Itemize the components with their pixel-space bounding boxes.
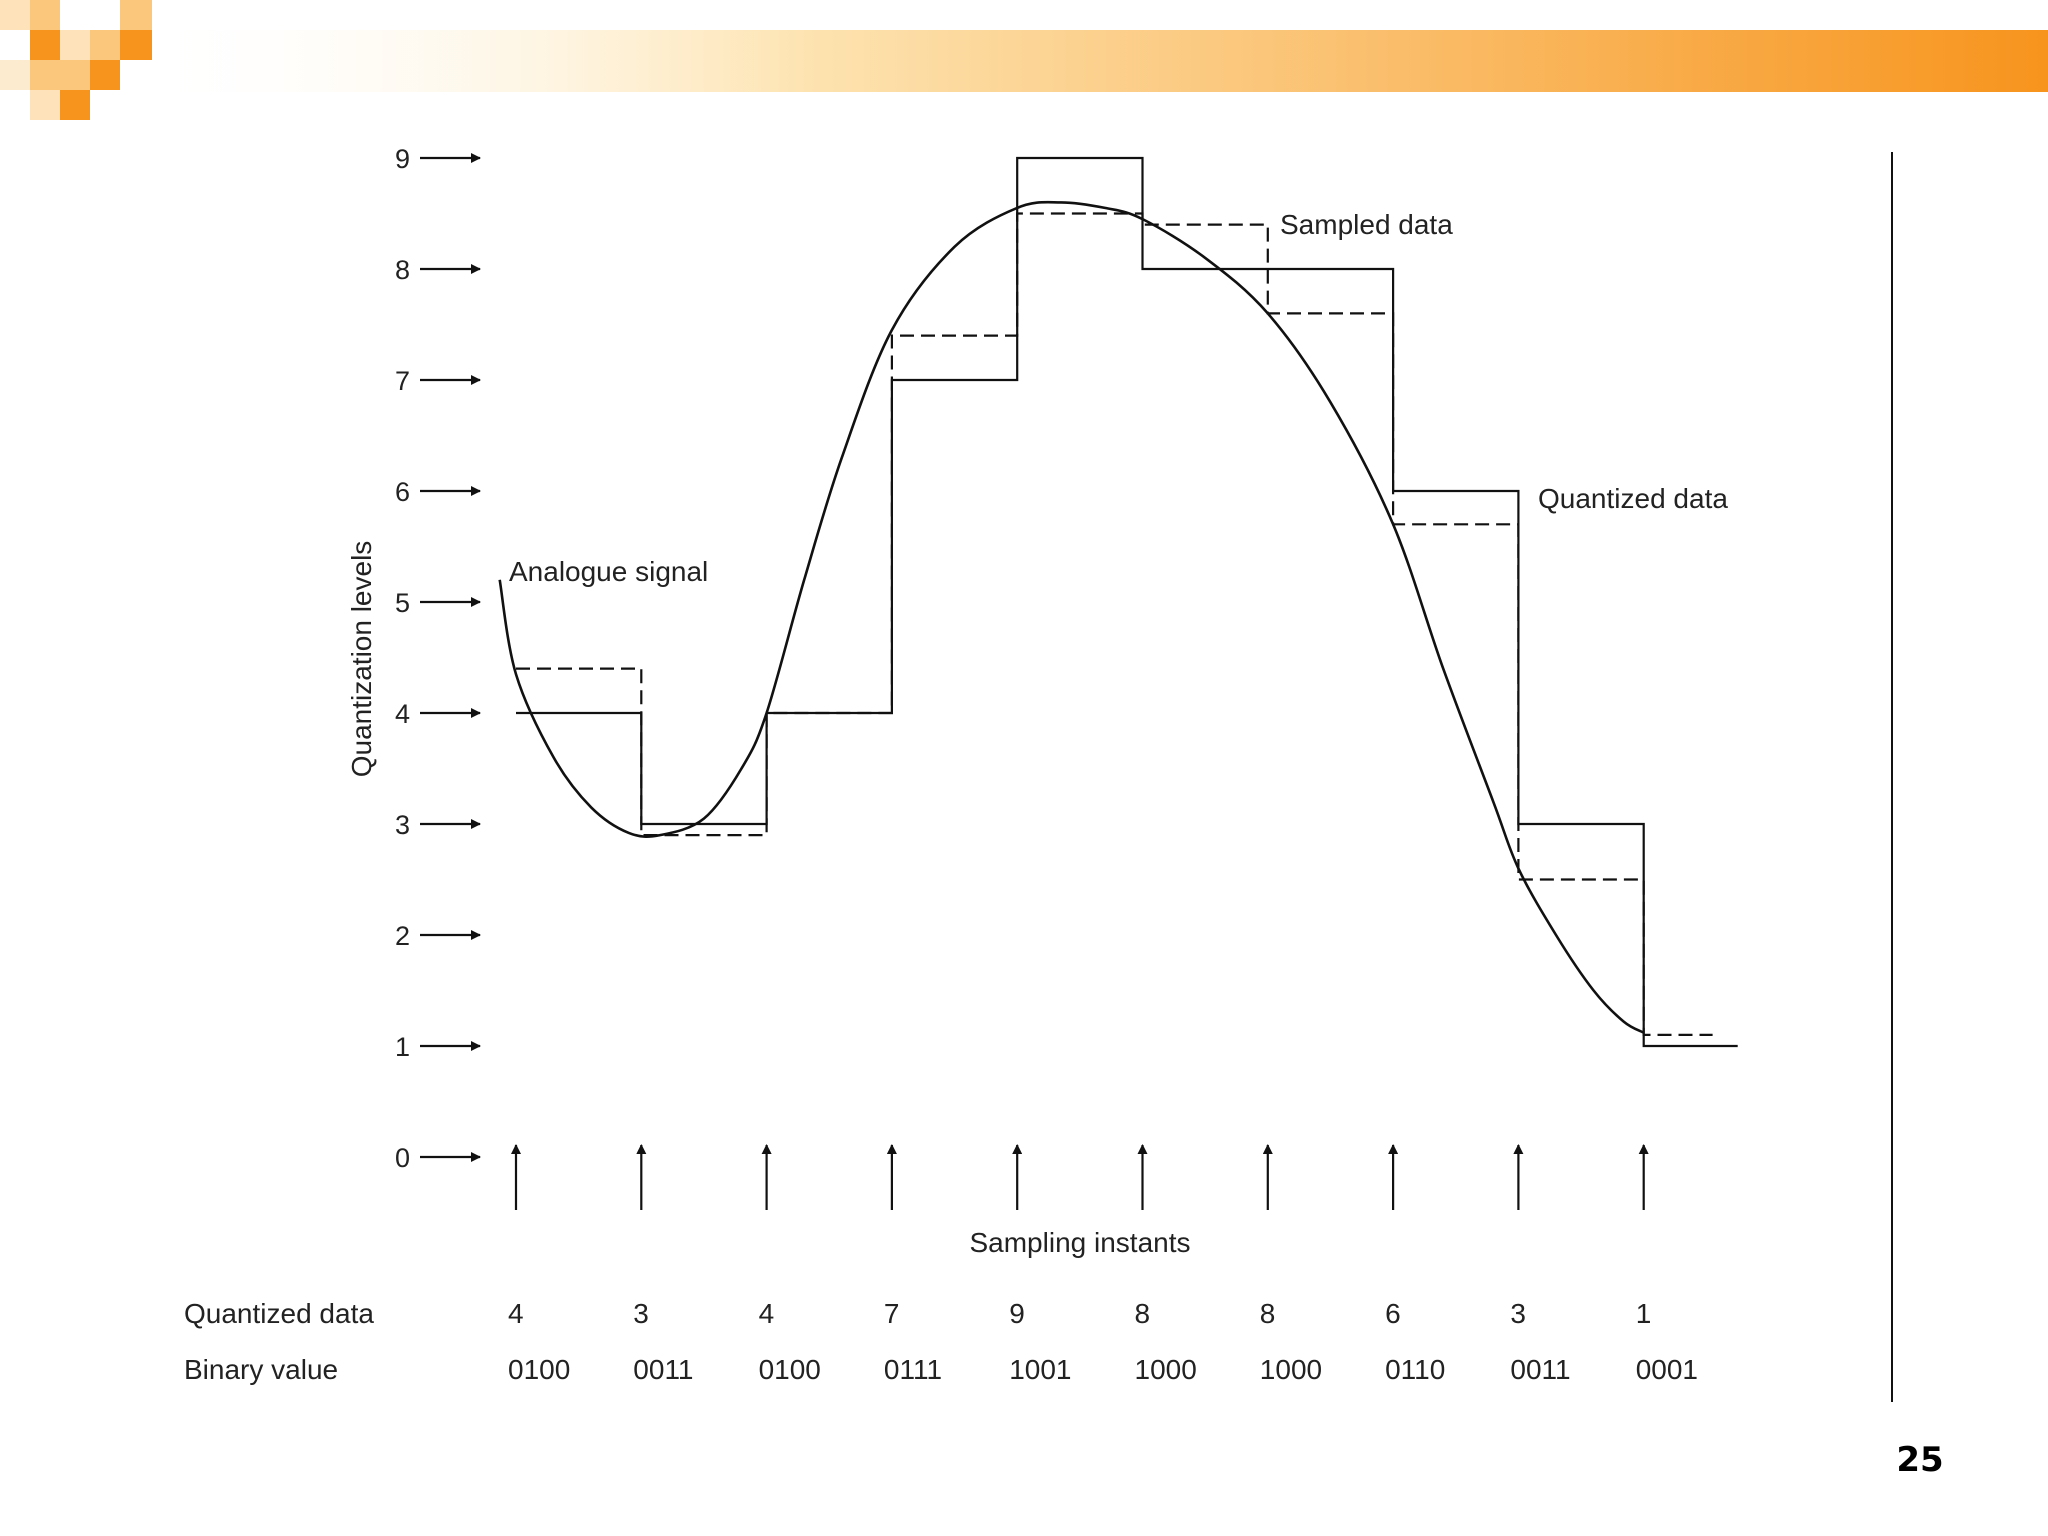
sampling-instant-arrows xyxy=(511,1144,1649,1210)
table-cell: 6 xyxy=(1385,1298,1401,1329)
analogue-signal-curve xyxy=(498,200,1645,1034)
sampled-data-step-line xyxy=(516,212,1713,1036)
table-cell: 7 xyxy=(884,1298,900,1329)
header-pixel-logo xyxy=(0,0,152,120)
table-cell: 0100 xyxy=(759,1354,821,1385)
table-cell: 9 xyxy=(1009,1298,1025,1329)
table-row-label: Binary value xyxy=(184,1354,338,1385)
table-cell: 3 xyxy=(1510,1298,1526,1329)
table-cell: 1000 xyxy=(1260,1354,1322,1385)
table-cell: 3 xyxy=(633,1298,649,1329)
table-cell: 1 xyxy=(1636,1298,1652,1329)
table-cell: 0100 xyxy=(508,1354,570,1385)
y-tick-label: 5 xyxy=(395,588,410,618)
y-tick-label: 2 xyxy=(395,921,410,951)
quantized-data-step-line xyxy=(516,156,1738,1048)
y-tick-label: 3 xyxy=(395,810,410,840)
y-tick-label: 8 xyxy=(395,255,410,285)
y-tick-label: 0 xyxy=(395,1143,410,1173)
table-cell: 8 xyxy=(1260,1298,1276,1329)
page-number: 25 xyxy=(1896,1440,1944,1480)
annotation-analogue-signal: Analogue signal xyxy=(509,556,708,587)
table-cell: 0011 xyxy=(1510,1354,1570,1385)
y-tick-label: 4 xyxy=(395,699,410,729)
table-cell: 8 xyxy=(1135,1298,1151,1329)
table-cell: 0001 xyxy=(1636,1354,1698,1385)
y-tick-label: 6 xyxy=(395,477,410,507)
annotation-sampled-data: Sampled data xyxy=(1280,209,1453,240)
x-axis-label: Sampling instants xyxy=(969,1227,1190,1258)
table-cell: 1000 xyxy=(1135,1354,1197,1385)
slide-header-banner xyxy=(0,0,2048,120)
table-cell: 0110 xyxy=(1385,1354,1445,1385)
table-cell: 4 xyxy=(759,1298,775,1329)
y-tick-label: 7 xyxy=(395,366,410,396)
y-tick-label: 1 xyxy=(395,1032,410,1062)
table-cell: 0111 xyxy=(884,1354,942,1385)
annotation-quantized-data: Quantized data xyxy=(1538,483,1728,514)
header-gradient-band xyxy=(140,30,2048,92)
y-tick-label: 9 xyxy=(395,144,410,174)
slide-vertical-divider xyxy=(1891,152,1893,1402)
table-cell: 1001 xyxy=(1009,1354,1071,1385)
quantization-data-table: Quantized data 4 3 4 7 9 8 8 6 3 1 Binary value 0100… xyxy=(184,1298,1698,1385)
y-axis-levels: 0 1 2 3 4 5 6 7 8 9 xyxy=(395,144,481,1173)
table-cell: 4 xyxy=(508,1298,524,1329)
y-axis-label: Quantization levels xyxy=(346,541,377,778)
table-row-label: Quantized data xyxy=(184,1298,374,1329)
table-cell: 0011 xyxy=(633,1354,693,1385)
